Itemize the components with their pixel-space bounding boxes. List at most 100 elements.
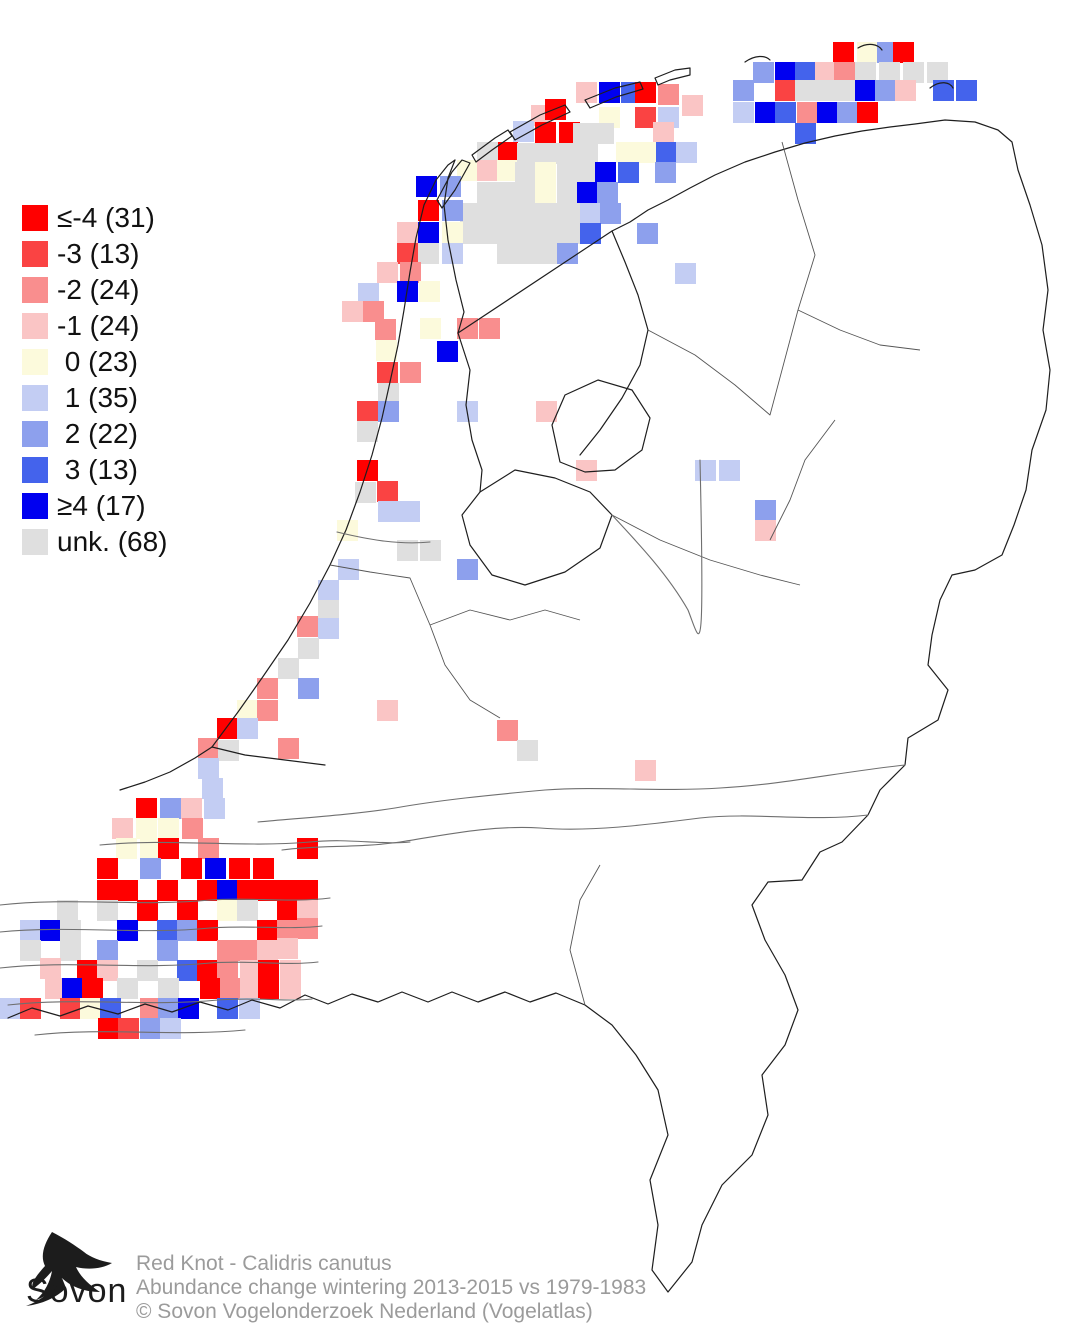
grid-cell bbox=[200, 978, 221, 999]
grid-cell bbox=[593, 123, 614, 144]
grid-cell bbox=[834, 62, 855, 83]
grid-cell bbox=[600, 203, 621, 224]
grid-cell bbox=[253, 858, 274, 879]
grid-cell bbox=[835, 80, 856, 101]
grid-cell bbox=[520, 203, 541, 224]
grid-cell bbox=[480, 203, 501, 224]
legend-swatch-m3 bbox=[22, 241, 48, 267]
grid-cell bbox=[755, 520, 776, 541]
legend-label: -2 (24) bbox=[57, 274, 140, 305]
grid-cell bbox=[197, 920, 218, 941]
grid-cell bbox=[158, 978, 179, 999]
grid-cell bbox=[355, 482, 376, 503]
grid-cell bbox=[117, 920, 138, 941]
grid-cell bbox=[857, 102, 878, 123]
grid-cell bbox=[377, 362, 398, 383]
grid-cell bbox=[182, 818, 203, 839]
legend-item-m4: ≤-4 (31) bbox=[22, 200, 168, 236]
grid-cell bbox=[198, 838, 219, 859]
grid-cell bbox=[497, 720, 518, 741]
legend-swatch-u bbox=[22, 529, 48, 555]
grid-cell bbox=[217, 880, 238, 901]
swallow-icon bbox=[32, 1232, 112, 1300]
grid-cell bbox=[797, 102, 818, 123]
grid-cell bbox=[357, 460, 378, 481]
grid-cell bbox=[298, 678, 319, 699]
grid-cell bbox=[540, 203, 561, 224]
grid-cell bbox=[535, 162, 556, 183]
grid-cell bbox=[62, 978, 83, 999]
grid-cell bbox=[457, 401, 478, 422]
grid-cell bbox=[117, 880, 138, 901]
grid-cell bbox=[157, 880, 178, 901]
grid-cell bbox=[536, 401, 557, 422]
grid-cell bbox=[457, 559, 478, 580]
grid-cell bbox=[576, 82, 597, 103]
grid-cell bbox=[557, 182, 578, 203]
grid-cell bbox=[457, 318, 478, 339]
grid-cell bbox=[377, 262, 398, 283]
grid-cell bbox=[40, 920, 61, 941]
grid-cell bbox=[257, 678, 278, 699]
grid-cell bbox=[855, 80, 876, 101]
grid-cell bbox=[440, 176, 461, 197]
grid-cell bbox=[100, 998, 121, 1019]
legend-swatch-m1 bbox=[22, 313, 48, 339]
grid-cell bbox=[557, 162, 578, 183]
legend-label: 0 (23) bbox=[57, 346, 138, 377]
grid-cell bbox=[597, 182, 618, 203]
grid-cell bbox=[257, 920, 278, 941]
grid-cell bbox=[318, 618, 339, 639]
grid-cell bbox=[158, 818, 179, 839]
grid-cell bbox=[82, 978, 103, 999]
grid-cell bbox=[515, 162, 536, 183]
grid-cell bbox=[277, 900, 298, 921]
grid-cell bbox=[903, 62, 924, 83]
legend-swatch-p4 bbox=[22, 493, 48, 519]
grid-cell bbox=[205, 858, 226, 879]
grid-cell bbox=[98, 1018, 119, 1039]
legend-item-m3: -3 (13) bbox=[22, 236, 168, 272]
grid-cell bbox=[477, 182, 498, 203]
grid-cell bbox=[218, 740, 239, 761]
grid-cell bbox=[775, 80, 796, 101]
grid-cell bbox=[97, 900, 118, 921]
grid-cell bbox=[460, 223, 481, 244]
grid-cell bbox=[158, 838, 179, 859]
legend-swatch-p2 bbox=[22, 421, 48, 447]
grid-cell bbox=[837, 102, 858, 123]
grid-cell bbox=[893, 42, 914, 63]
grid-cell bbox=[535, 182, 556, 203]
grid-cell bbox=[20, 920, 41, 941]
grid-cell bbox=[277, 880, 298, 901]
grid-cell bbox=[297, 838, 318, 859]
grid-cell bbox=[136, 798, 157, 819]
grid-cell bbox=[682, 95, 703, 116]
grid-cell bbox=[755, 102, 776, 123]
grid-cell bbox=[377, 700, 398, 721]
grid-cell bbox=[237, 718, 258, 739]
grid-cell bbox=[520, 223, 541, 244]
grid-cell bbox=[795, 62, 816, 83]
grid-cell bbox=[137, 960, 158, 981]
grid-cell bbox=[97, 940, 118, 961]
grid-cell bbox=[177, 960, 198, 981]
grid-cell bbox=[753, 62, 774, 83]
legend-label: unk. (68) bbox=[57, 526, 168, 557]
grid-cell bbox=[378, 501, 399, 522]
sovon-logo bbox=[26, 1232, 112, 1306]
swallow-tail bbox=[26, 1278, 66, 1306]
grid-cell bbox=[239, 998, 260, 1019]
grid-cell bbox=[537, 143, 558, 164]
grid-cell bbox=[573, 123, 594, 144]
grid-cell bbox=[437, 341, 458, 362]
legend-label: ≤-4 (31) bbox=[57, 202, 155, 233]
grid-cell bbox=[618, 162, 639, 183]
grid-cell bbox=[577, 182, 598, 203]
grid-cell bbox=[140, 1018, 161, 1039]
grid-cell bbox=[658, 84, 679, 105]
legend-item-m1: -1 (24) bbox=[22, 308, 168, 344]
grid-cell bbox=[198, 738, 219, 759]
grid-cell bbox=[560, 223, 581, 244]
grid-cell bbox=[178, 998, 199, 1019]
